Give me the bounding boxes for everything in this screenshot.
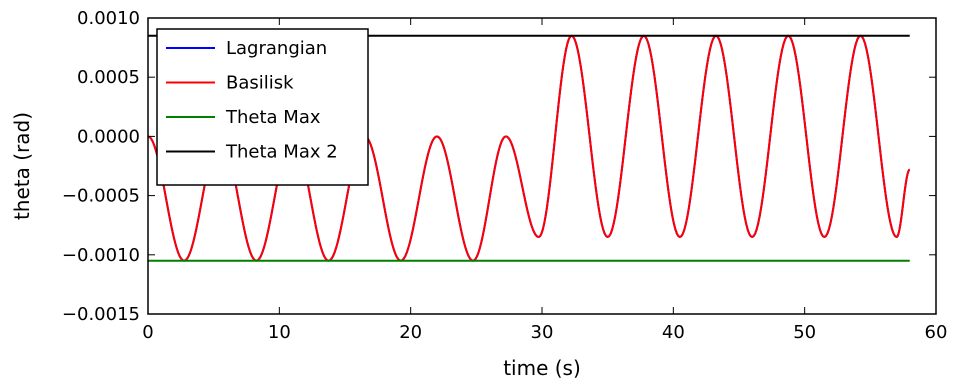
y-axis-label: theta (rad) [10, 112, 34, 220]
legend-label: Lagrangian [226, 38, 327, 59]
y-tick-label: 0.0010 [77, 8, 140, 29]
x-tick-label: 40 [662, 322, 685, 343]
legend-box [156, 28, 369, 186]
x-tick-label: 60 [925, 322, 948, 343]
x-tick-label: 10 [268, 322, 291, 343]
legend-label: Theta Max 2 [225, 142, 338, 163]
x-axis-label: time (s) [503, 356, 581, 380]
y-tick-label: −0.0015 [62, 304, 140, 325]
x-tick-label: 0 [142, 322, 153, 343]
y-tick-label: −0.0010 [62, 245, 140, 266]
y-tick-label: 0.0000 [77, 126, 140, 147]
x-tick-label: 30 [531, 322, 554, 343]
legend-label: Basilisk [226, 73, 294, 94]
x-tick-label: 50 [793, 322, 816, 343]
y-tick-label: 0.0005 [77, 67, 140, 88]
legend: Lagrangian Basilisk Theta Max Theta Max 2 [156, 28, 369, 186]
y-tick-label: −0.0005 [62, 186, 140, 207]
ticks-layer: 0 10 20 30 40 50 60 −0.0015 −0.0010 −0.0005 0.0000… [62, 8, 948, 343]
legend-label: Theta Max [225, 107, 321, 128]
x-tick-label: 20 [399, 322, 422, 343]
